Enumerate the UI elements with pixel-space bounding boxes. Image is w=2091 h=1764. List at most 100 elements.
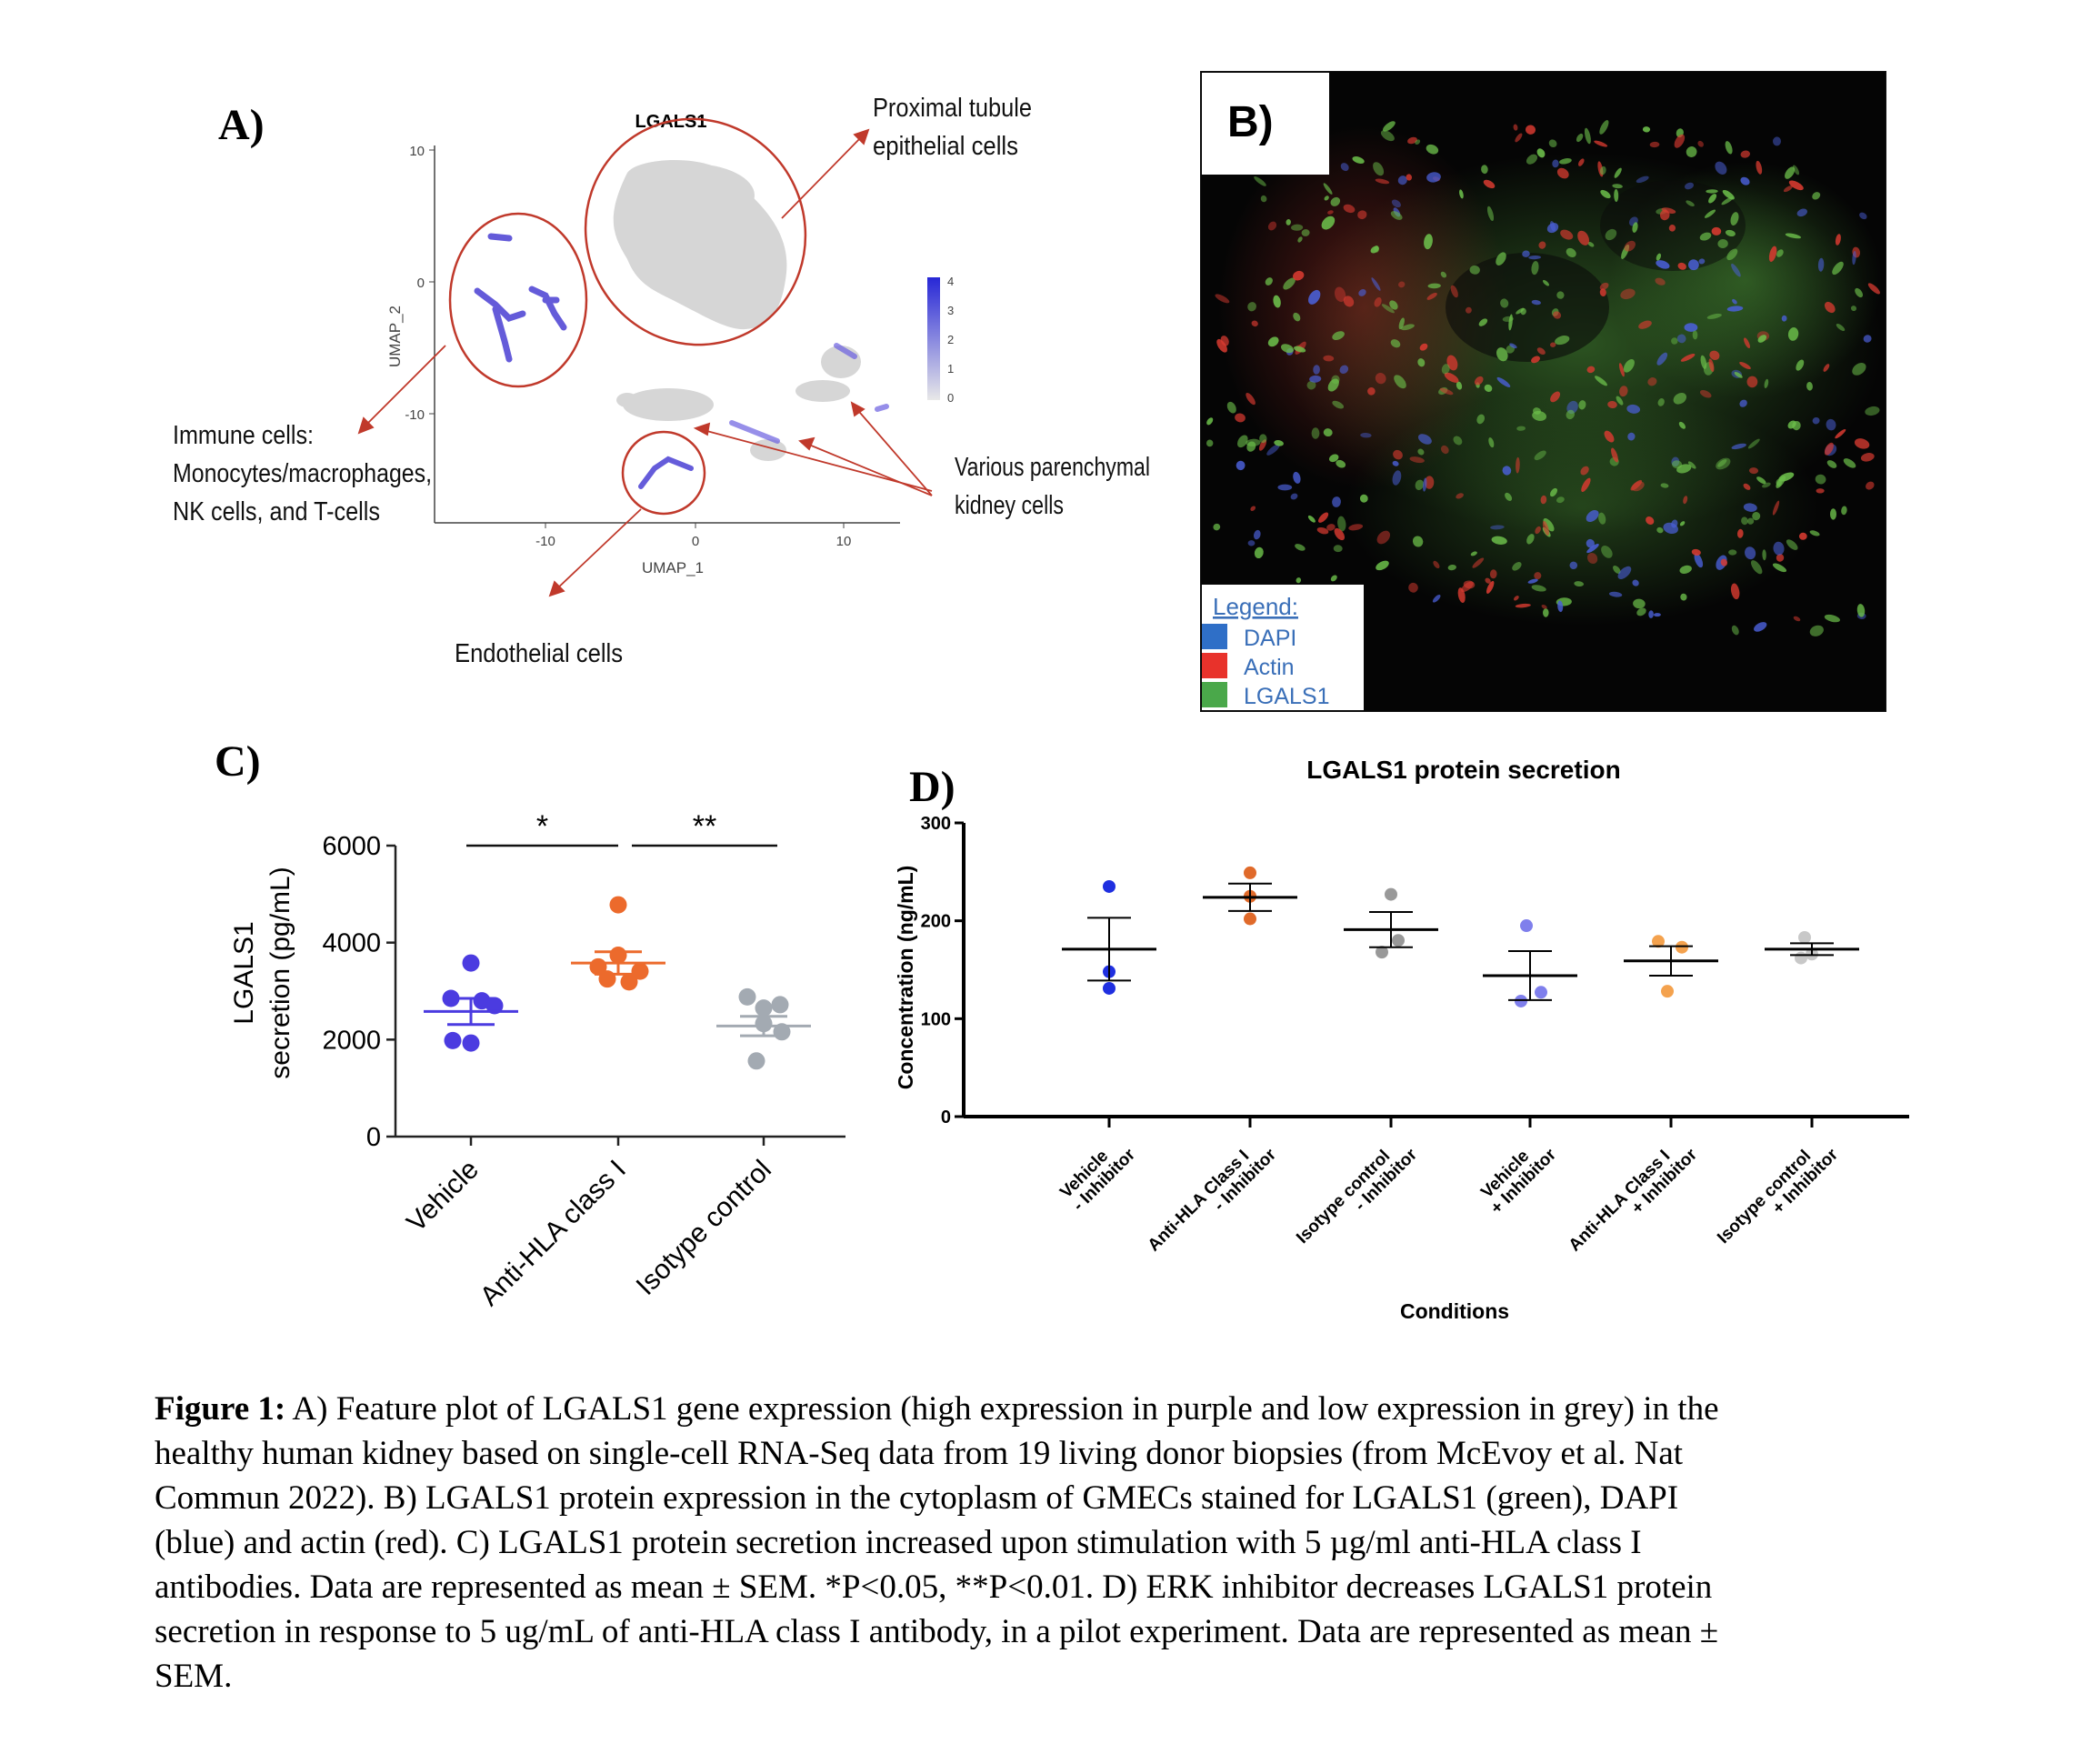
cell-blob — [1444, 372, 1459, 383]
cell-blob — [1216, 338, 1227, 353]
cell-blob — [1816, 488, 1825, 494]
cell-blob — [1663, 522, 1678, 535]
cell-blob — [1253, 529, 1261, 540]
cell-blob — [1441, 364, 1450, 375]
cell-blob — [1440, 445, 1449, 455]
cell-blob — [1556, 496, 1565, 504]
cell-blob — [1301, 229, 1310, 236]
cell-blob — [1698, 258, 1706, 265]
cell-blob — [1548, 139, 1557, 148]
cell-blob — [1478, 318, 1488, 326]
cell-blob — [1731, 625, 1739, 636]
cell-blob — [1850, 306, 1857, 312]
cell-blob — [1721, 196, 1734, 205]
cell-blob — [1614, 167, 1622, 178]
cell-blob — [1335, 286, 1346, 303]
legend-swatch-dapi — [1202, 624, 1227, 649]
annotation-parenchymal: Various parenchymal kidney cells — [955, 453, 1150, 520]
cell-blob — [1626, 404, 1641, 414]
cell-blob — [1743, 503, 1757, 512]
cell-blob — [1594, 140, 1608, 147]
cell-blob — [1732, 298, 1737, 305]
cell-blob — [1699, 390, 1712, 398]
cell-blob — [1679, 521, 1686, 526]
chart-c: LGALS1 secretion (pg/mL) 0 2000 4000 6000 Ve… — [229, 809, 845, 1312]
cell-blob — [1764, 378, 1769, 389]
cell-blob — [1308, 289, 1321, 305]
cell-blob — [1612, 184, 1623, 189]
cell-blob — [1577, 230, 1590, 246]
cell-blob — [1389, 300, 1398, 310]
cell-blob — [1745, 546, 1756, 560]
cell-blob — [1502, 466, 1512, 476]
cell-blob — [1323, 183, 1333, 195]
cell-blob — [1390, 211, 1403, 220]
cell-blob — [1260, 195, 1267, 203]
cell-blob — [1743, 483, 1751, 490]
cell-blob — [1291, 224, 1304, 231]
cell-blob — [1817, 257, 1825, 272]
cell-blob — [1746, 517, 1755, 525]
cell-blob — [1520, 307, 1526, 316]
cell-blob — [1730, 583, 1740, 600]
cell-blob — [1586, 553, 1598, 564]
chart-d-ylabel: Concentration (ng/mL) — [894, 866, 917, 1090]
cell-blob — [1463, 580, 1476, 589]
cell-blob — [1381, 304, 1395, 314]
cell-blob — [1490, 525, 1505, 530]
cell-blob — [1359, 494, 1368, 503]
cell-blob — [1427, 283, 1441, 289]
cell-blob — [1485, 577, 1491, 584]
cell-blob — [1357, 210, 1367, 220]
annotation-endothelial: Endothelial cells — [455, 639, 623, 668]
cell-blob — [1607, 400, 1617, 409]
cell-blob — [1505, 492, 1513, 501]
cell-blob — [1540, 495, 1547, 505]
chart-d-point — [1661, 985, 1674, 998]
cell-blob — [1739, 361, 1751, 370]
cell-blob — [1772, 136, 1782, 146]
cell-blob — [1711, 226, 1722, 236]
chart-d-point — [1795, 951, 1807, 965]
cell-blob — [1855, 287, 1864, 298]
chart-d-point — [1385, 887, 1397, 901]
cell-blob — [1247, 540, 1256, 546]
cell-blob — [1687, 259, 1699, 271]
cell-blob — [1327, 210, 1334, 215]
cell-blob — [1343, 204, 1356, 214]
cell-blob — [1373, 162, 1385, 176]
cell-blob — [1516, 426, 1526, 431]
cell-blob — [1515, 603, 1531, 608]
cell-blob — [1424, 234, 1433, 250]
cell-blob — [1294, 346, 1306, 353]
cell-blob — [1653, 613, 1661, 617]
cell-blob — [1472, 557, 1485, 568]
panel-label-b: B) — [1227, 98, 1274, 146]
cell-blob — [1599, 165, 1606, 175]
cell-blob — [1283, 277, 1296, 290]
cell-blob — [1586, 538, 1595, 548]
cell-blob — [1400, 324, 1415, 331]
cell-blob — [1489, 569, 1497, 579]
cell-blob — [1852, 251, 1856, 266]
cell-blob — [1787, 327, 1799, 341]
chart-d-point — [1103, 981, 1116, 995]
cell-blob — [1295, 544, 1306, 551]
cell-blob — [1580, 466, 1589, 476]
colorbar-ticks: 4 3 2 1 0 — [947, 275, 954, 405]
cell-blob — [1595, 376, 1607, 386]
cell-blob — [1321, 215, 1336, 230]
annotation-immune: Immune cells: Monocytes/macrophages, NK … — [173, 421, 432, 526]
cell-blob — [1508, 314, 1513, 331]
cell-blob — [1450, 285, 1458, 298]
cell-blob — [1671, 337, 1678, 345]
cell-blob — [1578, 158, 1585, 166]
cell-blob — [1247, 302, 1257, 312]
cell-blob — [1739, 399, 1747, 407]
cell-blob — [1566, 409, 1576, 420]
cell-blob — [1528, 255, 1541, 260]
cell-blob — [1496, 376, 1511, 387]
cell-blob — [1309, 375, 1322, 383]
cell-blob — [1417, 448, 1425, 456]
